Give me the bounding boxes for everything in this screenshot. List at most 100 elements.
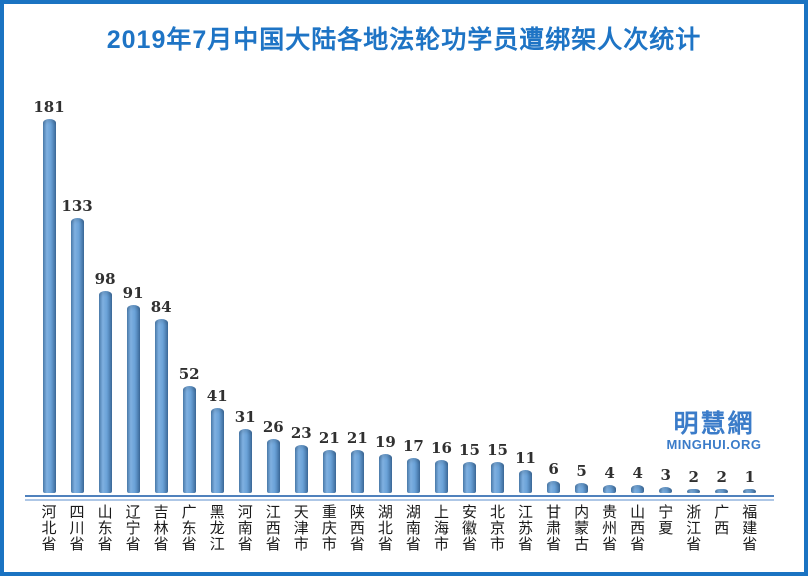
category-label: 安 徽 省 [461, 504, 477, 553]
bar-value-label: 84 [150, 298, 172, 317]
bar-江西省 [266, 439, 280, 493]
bar-天津市 [294, 445, 308, 493]
bar-value-label: 26 [262, 418, 284, 437]
bar-value-label: 21 [318, 428, 340, 447]
bar-value-label: 52 [178, 364, 200, 383]
bar-chart-plot-area: 181 133 98 91 84 52 41 31 26 23 21 21 19 17 16 15 15 11 6 5… [25, 73, 774, 493]
bar-value-label: 5 [576, 461, 587, 480]
bar-column: 31 [231, 73, 259, 493]
bar-value-label: 6 [548, 459, 559, 478]
category-label: 辽 宁 省 [125, 504, 141, 553]
category-label: 甘 肃 省 [546, 504, 562, 553]
bar-北京市 [491, 462, 505, 493]
category-label: 山 西 省 [630, 504, 646, 553]
bar-column: 15 [455, 73, 483, 493]
bar-column: 21 [315, 73, 343, 493]
bar-value-label: 17 [402, 436, 424, 455]
bar-value-label: 91 [122, 284, 144, 302]
bar-黑龙江 [210, 408, 224, 493]
minghui-site-label: MINGHUI.ORG [666, 437, 762, 452]
category-label: 山 东 省 [97, 504, 113, 553]
bar-column: 52 [175, 73, 203, 493]
bar-贵州省 [603, 484, 617, 493]
bar-column: 1 [736, 73, 764, 493]
bar-value-label: 4 [604, 463, 615, 482]
chart-title: 2019年7月中国大陆各地法轮功学员遭绑架人次统计 [106, 26, 702, 54]
bar-广东省 [182, 385, 196, 493]
category-label: 江 西 省 [265, 504, 281, 553]
bar-value-label: 23 [290, 424, 312, 443]
bar-四川省 [70, 218, 84, 493]
category-label: 贵 州 省 [602, 504, 618, 553]
bar-山西省 [631, 484, 645, 493]
bar-column: 6 [540, 73, 568, 493]
bar-江苏省 [519, 470, 533, 493]
bar-陕西省 [350, 449, 364, 493]
bar-column: 15 [484, 73, 512, 493]
bar-value-label: 4 [632, 463, 643, 482]
bar-column: 5 [568, 73, 596, 493]
category-label: 上 海 市 [433, 504, 449, 553]
bar-value-label: 11 [515, 449, 536, 468]
x-axis-line-shadow [25, 499, 774, 501]
bar-甘肃省 [547, 480, 561, 493]
bar-column: 181 [33, 73, 65, 493]
category-label: 四 川 省 [69, 504, 85, 553]
bar-column: 2 [708, 73, 736, 493]
bar-column: 19 [371, 73, 399, 493]
x-axis-line [25, 495, 774, 497]
bar-value-label: 133 [61, 197, 93, 216]
category-label: 河 南 省 [237, 504, 253, 553]
bar-宁夏 [659, 486, 673, 493]
bar-广西 [715, 488, 729, 493]
bar-value-label: 181 [33, 98, 65, 117]
category-label: 重 庆 市 [321, 504, 337, 553]
bar-湖南省 [406, 457, 420, 493]
bar-value-label: 2 [716, 467, 727, 486]
bar-吉林省 [154, 319, 168, 493]
bar-column: 91 [119, 73, 147, 493]
bar-column: 41 [203, 73, 231, 493]
x-axis-labels: 河 北 省四 川 省山 东 省辽 宁 省吉 林 省广 东 省黑 龙 江河 南 省… [25, 505, 774, 553]
category-label: 江 苏 省 [518, 504, 534, 553]
bar-column: 2 [680, 73, 708, 493]
bar-value-label: 21 [346, 428, 368, 447]
category-label: 广 东 省 [181, 504, 197, 553]
bar-value-label: 98 [94, 269, 116, 288]
bar-column: 11 [512, 73, 540, 493]
bar-value-label: 16 [431, 438, 452, 457]
bar-value-label: 1 [744, 468, 756, 486]
bar-上海市 [434, 459, 448, 493]
category-label: 湖 南 省 [405, 504, 421, 553]
bar-河北省 [42, 119, 56, 493]
bar-column: 98 [91, 73, 119, 493]
bar-column: 4 [624, 73, 652, 493]
bar-辽宁省 [126, 305, 140, 493]
category-label: 北 京 市 [490, 504, 506, 553]
category-label: 吉 林 省 [153, 504, 169, 553]
bar-value-label: 15 [487, 441, 508, 460]
bar-column: 84 [147, 73, 175, 493]
bar-column: 17 [399, 73, 427, 493]
bar-湖北省 [378, 453, 392, 493]
category-label: 浙 江 省 [686, 504, 702, 553]
category-label: 陕 西 省 [349, 504, 365, 553]
bar-column: 23 [287, 73, 315, 493]
bar-value-label: 2 [688, 467, 699, 486]
category-label: 河 北 省 [41, 504, 57, 553]
bar-value-label: 31 [234, 407, 256, 426]
bar-column: 21 [343, 73, 371, 493]
bar-山东省 [98, 290, 112, 493]
bar-河南省 [238, 428, 252, 493]
minghui-logo: 明慧網 [673, 410, 755, 438]
category-label: 福 建 省 [742, 504, 758, 553]
category-label: 黑 龙 江 [209, 504, 225, 553]
bar-value-label: 19 [374, 432, 396, 451]
bar-value-label: 3 [660, 465, 671, 484]
bar-column: 16 [427, 73, 455, 493]
category-label: 内 蒙 古 [574, 504, 590, 553]
bar-浙江省 [687, 488, 701, 493]
bar-column: 133 [61, 73, 93, 493]
bar-value-label: 41 [206, 387, 228, 406]
